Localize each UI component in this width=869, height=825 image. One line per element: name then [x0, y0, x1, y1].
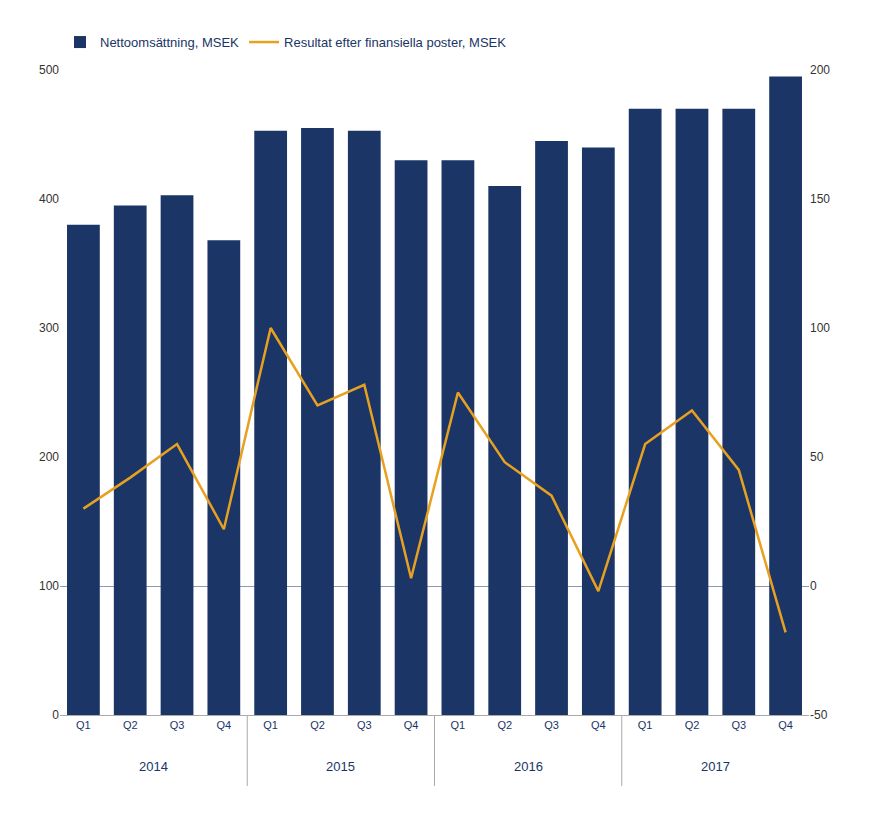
svg-text:Q4: Q4	[778, 719, 793, 731]
svg-text:Q3: Q3	[357, 719, 372, 731]
svg-text:Q4: Q4	[591, 719, 606, 731]
svg-text:Q3: Q3	[731, 719, 746, 731]
svg-text:Q1: Q1	[638, 719, 653, 731]
svg-text:Q2: Q2	[123, 719, 138, 731]
svg-text:100: 100	[810, 321, 830, 335]
svg-text:Q4: Q4	[216, 719, 231, 731]
svg-text:Q2: Q2	[497, 719, 512, 731]
svg-text:400: 400	[39, 192, 59, 206]
svg-text:Q4: Q4	[404, 719, 419, 731]
svg-text:300: 300	[39, 321, 59, 335]
svg-text:2014: 2014	[139, 759, 168, 774]
svg-text:-50: -50	[810, 708, 828, 722]
svg-text:Q1: Q1	[451, 719, 466, 731]
svg-text:Q2: Q2	[310, 719, 325, 731]
svg-text:100: 100	[39, 579, 59, 593]
svg-text:Q1: Q1	[76, 719, 91, 731]
svg-text:0: 0	[810, 579, 817, 593]
svg-text:Q1: Q1	[263, 719, 278, 731]
svg-text:150: 150	[810, 192, 830, 206]
svg-text:0: 0	[52, 708, 59, 722]
svg-text:50: 50	[810, 450, 824, 464]
svg-text:Q3: Q3	[544, 719, 559, 731]
svg-text:Q3: Q3	[170, 719, 185, 731]
svg-text:Nettoomsättning, MSEK: Nettoomsättning, MSEK	[100, 35, 239, 50]
svg-text:200: 200	[810, 63, 830, 77]
svg-text:2017: 2017	[701, 759, 730, 774]
svg-text:2015: 2015	[326, 759, 355, 774]
svg-text:Resultat efter finansiella pos: Resultat efter finansiella poster, MSEK	[284, 35, 506, 50]
svg-text:500: 500	[39, 63, 59, 77]
svg-text:2016: 2016	[514, 759, 543, 774]
svg-text:Q2: Q2	[685, 719, 700, 731]
svg-text:200: 200	[39, 450, 59, 464]
